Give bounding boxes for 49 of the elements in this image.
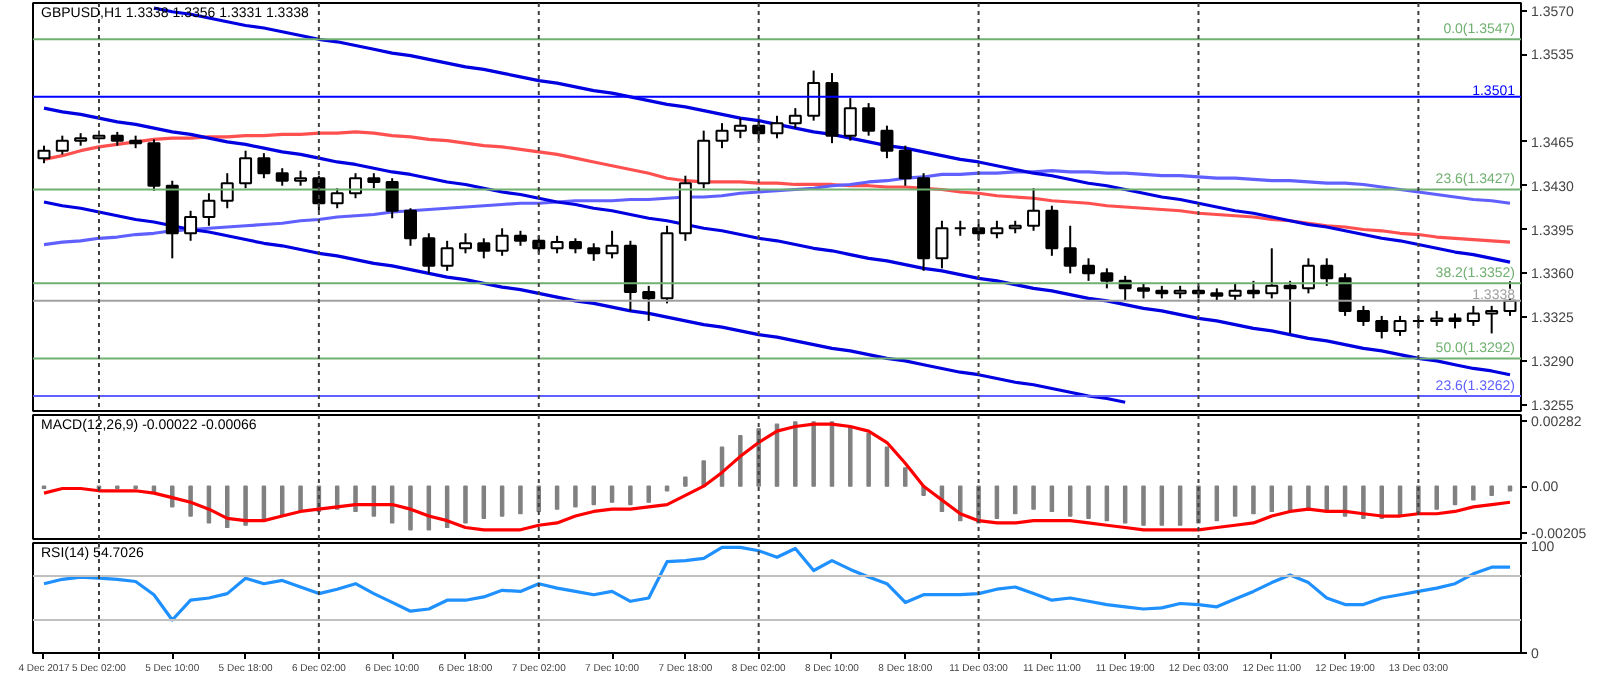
candlestick [770, 114, 784, 140]
candlestick [1283, 279, 1297, 335]
candlestick [184, 209, 198, 242]
candlestick [1466, 304, 1480, 327]
line-series [42, 106, 1512, 377]
candlestick [1265, 247, 1279, 300]
candlestick [440, 239, 454, 272]
candlestick [55, 134, 69, 156]
candlestick [1356, 304, 1370, 327]
candlestick [898, 144, 912, 187]
candlestick [1338, 272, 1352, 317]
candlestick [1301, 257, 1315, 295]
candlestick [1063, 224, 1077, 275]
line-series [42, 200, 1127, 404]
candlestick [404, 207, 417, 247]
candlestick [1045, 204, 1059, 257]
candlestick [605, 229, 619, 260]
candlestick [1485, 304, 1499, 335]
line-series [42, 422, 1512, 532]
candlestick [147, 138, 161, 192]
candlestick [239, 149, 253, 190]
candlestick [422, 232, 436, 275]
candlestick [1100, 267, 1114, 290]
candlestick [257, 152, 271, 180]
candlestick [935, 219, 949, 270]
candlestick [733, 117, 747, 140]
candlestick [385, 177, 399, 220]
candlestick [880, 124, 894, 160]
candlestick [1375, 314, 1389, 340]
candlestick [788, 107, 802, 130]
candlestick [843, 97, 857, 142]
candlestick [330, 187, 344, 210]
candlestick [458, 232, 472, 255]
candlestick [477, 237, 491, 260]
candlestick [623, 239, 637, 312]
candlestick [1027, 187, 1041, 232]
candlestick [202, 192, 216, 227]
candlestick [642, 284, 656, 322]
candlestick [1320, 257, 1334, 287]
candlestick [697, 129, 711, 190]
line-series [42, 545, 1512, 622]
candlestick [495, 227, 509, 257]
candlestick [220, 172, 234, 210]
candlestick [862, 102, 876, 137]
candlestick [1393, 314, 1407, 337]
candlestick [1082, 257, 1096, 282]
candlestick [715, 122, 729, 150]
candlestick [807, 69, 821, 122]
candlestick [165, 179, 179, 260]
